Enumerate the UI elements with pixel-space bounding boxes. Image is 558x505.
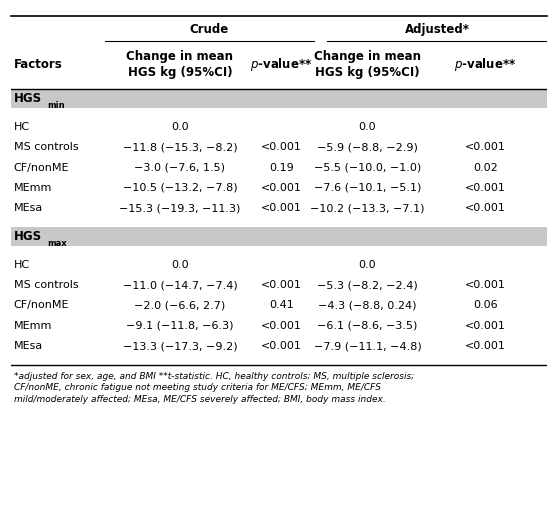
Text: CF/nonME: CF/nonME xyxy=(14,300,69,310)
Text: −9.1 (−11.8, −6.3): −9.1 (−11.8, −6.3) xyxy=(126,320,234,330)
Text: Change in mean
HGS kg (95%CI): Change in mean HGS kg (95%CI) xyxy=(127,50,233,79)
Text: −11.8 (−15.3, −8.2): −11.8 (−15.3, −8.2) xyxy=(123,142,237,152)
Text: MEsa: MEsa xyxy=(14,203,43,213)
Text: <0.001: <0.001 xyxy=(465,320,506,330)
Text: 0.0: 0.0 xyxy=(171,122,189,131)
Text: HGS: HGS xyxy=(14,91,42,105)
Text: 0.0: 0.0 xyxy=(359,259,376,269)
Text: −10.5 (−13.2, −7.8): −10.5 (−13.2, −7.8) xyxy=(123,182,237,192)
Text: −7.9 (−11.1, −4.8): −7.9 (−11.1, −4.8) xyxy=(314,340,421,350)
Text: <0.001: <0.001 xyxy=(465,142,506,152)
Text: −11.0 (−14.7, −7.4): −11.0 (−14.7, −7.4) xyxy=(123,279,237,289)
Text: <0.001: <0.001 xyxy=(465,203,506,213)
Text: −5.9 (−8.8, −2.9): −5.9 (−8.8, −2.9) xyxy=(317,142,418,152)
Text: −15.3 (−19.3, −11.3): −15.3 (−19.3, −11.3) xyxy=(119,203,240,213)
Text: CF/nonME: CF/nonME xyxy=(14,162,69,172)
Text: <0.001: <0.001 xyxy=(465,340,506,350)
Text: <0.001: <0.001 xyxy=(261,340,302,350)
Text: Crude: Crude xyxy=(190,23,229,36)
Text: 0.06: 0.06 xyxy=(473,300,498,310)
Text: 0.19: 0.19 xyxy=(270,162,294,172)
Text: max: max xyxy=(47,238,66,247)
Text: <0.001: <0.001 xyxy=(465,182,506,192)
Text: −5.3 (−8.2, −2.4): −5.3 (−8.2, −2.4) xyxy=(317,279,418,289)
Text: −13.3 (−17.3, −9.2): −13.3 (−17.3, −9.2) xyxy=(123,340,237,350)
Text: Adjusted*: Adjusted* xyxy=(405,23,469,36)
Bar xyxy=(11,90,547,109)
Text: MEsa: MEsa xyxy=(14,340,43,350)
Text: −5.5 (−10.0, −1.0): −5.5 (−10.0, −1.0) xyxy=(314,162,421,172)
Text: <0.001: <0.001 xyxy=(261,320,302,330)
Text: −2.0 (−6.6, 2.7): −2.0 (−6.6, 2.7) xyxy=(134,300,225,310)
Text: HC: HC xyxy=(14,259,30,269)
Text: HC: HC xyxy=(14,122,30,131)
Text: 0.0: 0.0 xyxy=(359,122,376,131)
Text: HGS: HGS xyxy=(14,229,42,242)
Text: −4.3 (−8.8, 0.24): −4.3 (−8.8, 0.24) xyxy=(318,300,417,310)
Text: MEmm: MEmm xyxy=(14,182,52,192)
Text: min: min xyxy=(47,101,65,110)
Text: −6.1 (−8.6, −3.5): −6.1 (−8.6, −3.5) xyxy=(317,320,417,330)
Text: <0.001: <0.001 xyxy=(261,203,302,213)
Text: <0.001: <0.001 xyxy=(261,279,302,289)
Text: MS controls: MS controls xyxy=(14,279,79,289)
Text: 0.0: 0.0 xyxy=(171,259,189,269)
Text: MS controls: MS controls xyxy=(14,142,79,152)
Text: Factors: Factors xyxy=(14,58,62,71)
Text: −7.6 (−10.1, −5.1): −7.6 (−10.1, −5.1) xyxy=(314,182,421,192)
Text: −3.0 (−7.6, 1.5): −3.0 (−7.6, 1.5) xyxy=(134,162,225,172)
Text: 0.41: 0.41 xyxy=(270,300,294,310)
Text: <0.001: <0.001 xyxy=(261,142,302,152)
Text: MEmm: MEmm xyxy=(14,320,52,330)
Text: $p$-value**: $p$-value** xyxy=(454,56,517,73)
Text: −10.2 (−13.3, −7.1): −10.2 (−13.3, −7.1) xyxy=(310,203,425,213)
Text: 0.02: 0.02 xyxy=(473,162,498,172)
Text: $p$-value**: $p$-value** xyxy=(251,56,313,73)
Text: <0.001: <0.001 xyxy=(261,182,302,192)
Bar xyxy=(11,228,547,246)
Text: Change in mean
HGS kg (95%CI): Change in mean HGS kg (95%CI) xyxy=(314,50,421,79)
Text: *adjusted for sex, age, and BMI **t-statistic. HC, healthy controls; MS, multipl: *adjusted for sex, age, and BMI **t-stat… xyxy=(14,371,414,403)
Text: <0.001: <0.001 xyxy=(465,279,506,289)
